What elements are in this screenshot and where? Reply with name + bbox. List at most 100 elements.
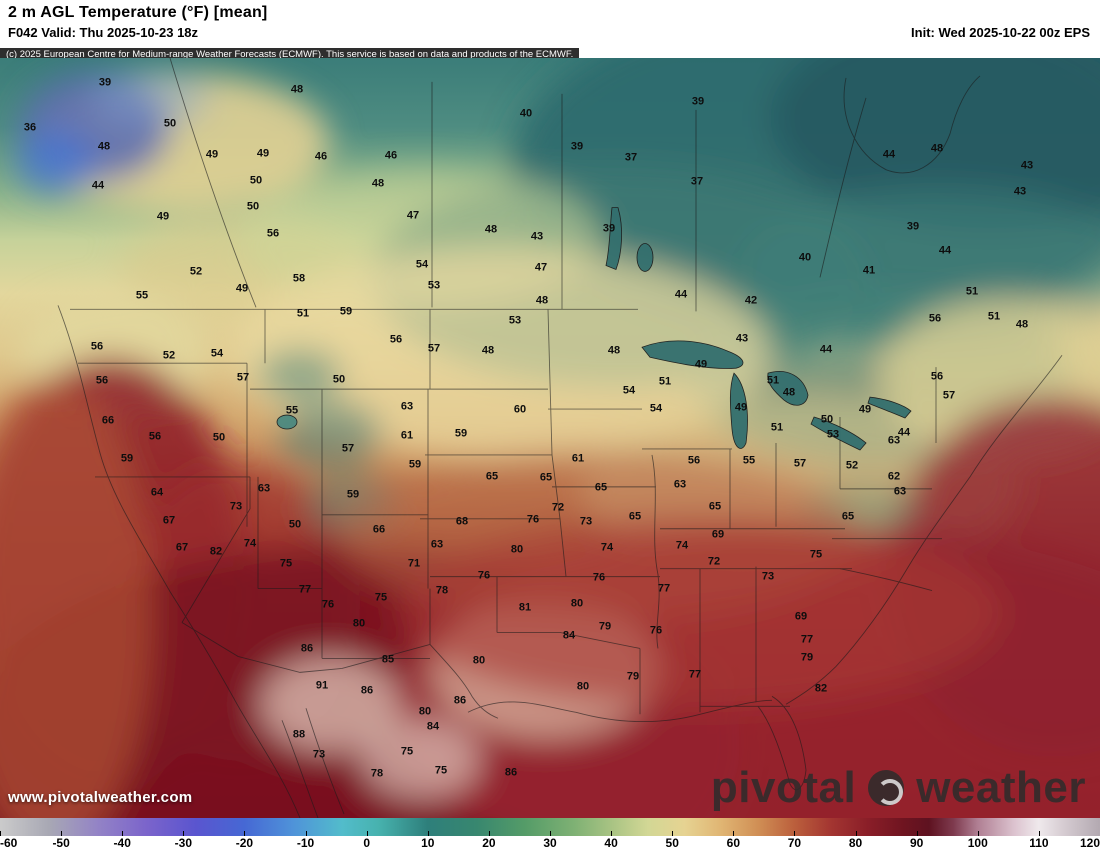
- temperature-label: 86: [453, 694, 467, 707]
- colorbar-tick-mark: [611, 831, 613, 836]
- temperature-label: 74: [600, 541, 614, 554]
- colorbar-gradient: [0, 818, 1100, 836]
- temperature-label: 56: [930, 370, 944, 383]
- colorbar-tick-label: 0: [363, 836, 370, 850]
- temperature-label: 76: [592, 571, 606, 584]
- temperature-label: 55: [135, 289, 149, 302]
- temperature-label: 47: [406, 209, 420, 222]
- colorbar-tick-label: 30: [543, 836, 557, 850]
- temperature-label: 52: [162, 349, 176, 362]
- temperature-label: 69: [711, 528, 725, 541]
- temperature-label: 56: [687, 454, 701, 467]
- temperature-label: 56: [389, 333, 403, 346]
- temperature-label: 51: [658, 375, 672, 388]
- temperature-label: 48: [371, 177, 385, 190]
- temperature-label: 51: [965, 285, 979, 298]
- temperature-label: 76: [321, 598, 335, 611]
- temperature-label: 56: [266, 227, 280, 240]
- temperature-label: 75: [434, 764, 448, 777]
- temperature-label: 72: [551, 501, 565, 514]
- temperature-label: 37: [690, 175, 704, 188]
- temperature-label: 49: [734, 401, 748, 414]
- temperature-label: 80: [472, 654, 486, 667]
- temperature-label: 57: [427, 342, 441, 355]
- temperature-label: 47: [534, 261, 548, 274]
- temperature-label: 65: [539, 471, 553, 484]
- temperature-label: 65: [628, 510, 642, 523]
- temperature-label: 51: [296, 307, 310, 320]
- temperature-label: 79: [800, 651, 814, 664]
- temperature-label: 63: [673, 478, 687, 491]
- temperature-label: 50: [246, 200, 260, 213]
- colorbar-tick-label: 50: [665, 836, 679, 850]
- temperature-label: 39: [570, 140, 584, 153]
- temperature-label: 77: [298, 583, 312, 596]
- temperature-label: 75: [400, 745, 414, 758]
- temperature-label: 78: [435, 584, 449, 597]
- temperature-label: 48: [782, 386, 796, 399]
- temperature-label: 55: [742, 454, 756, 467]
- temperature-label: 48: [484, 223, 498, 236]
- colorbar-tick-label: 120: [1079, 836, 1100, 850]
- temperature-label: 85: [381, 653, 395, 666]
- temperature-label: 56: [90, 340, 104, 353]
- watermark-url: www.pivotalweather.com: [8, 789, 193, 806]
- temperature-label: 63: [887, 434, 901, 447]
- valid-time: F042 Valid: Thu 2025-10-23 18z: [8, 25, 199, 40]
- temperature-label: 72: [707, 555, 721, 568]
- temperature-label: 80: [510, 543, 524, 556]
- temperature-label: 63: [893, 485, 907, 498]
- colorbar-tick-mark: [672, 831, 674, 836]
- colorbar-tick-mark: [305, 831, 307, 836]
- temperature-label: 54: [415, 258, 429, 271]
- temperature-label: 43: [1013, 185, 1027, 198]
- temperature-label: 69: [794, 610, 808, 623]
- temperature-label: 48: [930, 142, 944, 155]
- temperature-label: 82: [209, 545, 223, 558]
- temperature-label: 84: [562, 629, 576, 642]
- colorbar-tick-mark: [794, 831, 796, 836]
- map-art: [0, 58, 1100, 818]
- temperature-label: 48: [607, 344, 621, 357]
- temperature-label: 50: [820, 413, 834, 426]
- temperature-label: 59: [120, 452, 134, 465]
- temperature-label: 52: [845, 459, 859, 472]
- map-title: 2 m AGL Temperature (°F) [mean]: [8, 4, 268, 21]
- colorbar-tick-mark: [855, 831, 857, 836]
- temperature-label: 67: [175, 541, 189, 554]
- temperature-label: 39: [906, 220, 920, 233]
- colorbar-tick-mark: [122, 831, 124, 836]
- temperature-label: 80: [570, 597, 584, 610]
- temperature-label: 61: [571, 452, 585, 465]
- temperature-label: 48: [290, 83, 304, 96]
- temperature-label: 44: [938, 244, 952, 257]
- temperature-label: 46: [314, 150, 328, 163]
- temperature-label: 49: [694, 358, 708, 371]
- colorbar-tick-mark: [550, 831, 551, 836]
- pivotalweather-watermark: pivotal weather: [711, 766, 1086, 810]
- temperature-label: 39: [98, 76, 112, 89]
- temperature-label: 56: [148, 430, 162, 443]
- temperature-label: 74: [243, 537, 257, 550]
- temperature-label: 73: [229, 500, 243, 513]
- temperature-label: 48: [1015, 318, 1029, 331]
- temperature-label: 54: [649, 402, 663, 415]
- temperature-label: 48: [535, 294, 549, 307]
- temperature-label: 50: [288, 518, 302, 531]
- temperature-label: 51: [987, 310, 1001, 323]
- temperature-label: 51: [770, 421, 784, 434]
- temperature-label: 64: [150, 486, 164, 499]
- header: 2 m AGL Temperature (°F) [mean] F042 Val…: [0, 0, 1100, 44]
- temperature-label: 80: [576, 680, 590, 693]
- colorbar-ticks: -60 -50 -40 -30 -20 -10 0 10 20 30 40 50 60 70 80 90 100…: [0, 836, 1100, 850]
- temperature-label: 62: [887, 470, 901, 483]
- temperature-label: 63: [257, 482, 271, 495]
- colorbar-tick-label: 20: [482, 836, 496, 850]
- temperature-label: 49: [205, 148, 219, 161]
- temperature-label: 36: [23, 121, 37, 134]
- temperature-label: 40: [798, 251, 812, 264]
- temperature-label: 81: [518, 601, 532, 614]
- colorbar-tick-label: 80: [848, 836, 863, 850]
- temperature-label: 65: [594, 481, 608, 494]
- colorbar-tick-mark: [244, 831, 246, 836]
